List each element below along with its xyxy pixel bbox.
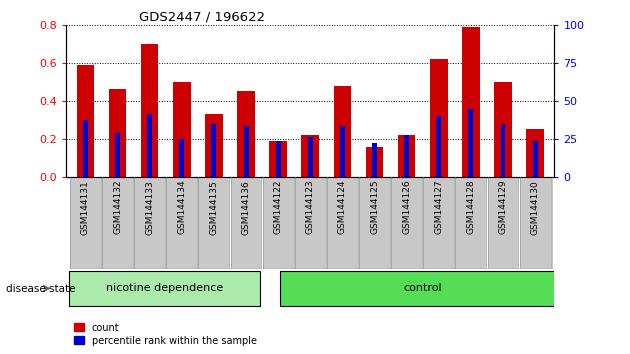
Bar (494, 82, 512, 177)
Bar (520, 177, 551, 269)
Bar (301, 135, 319, 177)
Bar (77, 65, 94, 177)
Bar (295, 177, 326, 269)
Bar (212, 124, 216, 177)
Text: GSM144126: GSM144126 (402, 180, 411, 234)
Text: GSM144130: GSM144130 (530, 180, 540, 234)
Text: GSM144124: GSM144124 (338, 180, 347, 234)
Bar (437, 116, 441, 177)
Text: GSM144127: GSM144127 (434, 180, 444, 234)
Bar (359, 177, 390, 269)
Bar (455, 177, 486, 269)
Bar (280, 271, 566, 306)
Bar (102, 177, 133, 269)
Text: GSM144131: GSM144131 (81, 180, 90, 234)
Bar (526, 130, 544, 177)
Text: GSM144135: GSM144135 (209, 180, 219, 234)
Bar (391, 177, 422, 269)
Legend: count, percentile rank within the sample: count, percentile rank within the sample (74, 323, 256, 346)
Text: GSM144129: GSM144129 (498, 180, 508, 234)
Bar (404, 135, 409, 177)
Bar (340, 126, 345, 177)
Bar (398, 135, 415, 177)
Text: nicotine dependence: nicotine dependence (106, 283, 224, 293)
Bar (532, 141, 537, 177)
Bar (462, 27, 479, 177)
Bar (83, 120, 88, 177)
Bar (69, 271, 260, 306)
Text: control: control (403, 283, 442, 293)
Bar (500, 124, 505, 177)
Text: GSM144123: GSM144123 (306, 180, 315, 234)
Bar (372, 143, 377, 177)
Bar (430, 59, 447, 177)
Bar (469, 108, 473, 177)
Text: GSM144134: GSM144134 (177, 180, 186, 234)
Bar (166, 177, 197, 269)
Text: GSM144122: GSM144122 (273, 180, 283, 234)
Bar (244, 126, 248, 177)
Bar (269, 141, 287, 177)
Bar (70, 177, 101, 269)
Bar (238, 91, 255, 177)
Bar (180, 139, 184, 177)
Bar (365, 147, 383, 177)
Bar (134, 177, 165, 269)
Bar (263, 177, 294, 269)
Bar (333, 86, 352, 177)
Bar (231, 177, 261, 269)
Bar (327, 177, 358, 269)
Bar (205, 114, 223, 177)
Bar (488, 177, 518, 269)
Text: GDS2447 / 196622: GDS2447 / 196622 (139, 11, 265, 24)
Bar (308, 137, 312, 177)
Text: GSM144125: GSM144125 (370, 180, 379, 234)
Text: disease state: disease state (6, 284, 76, 293)
Bar (423, 177, 454, 269)
Bar (198, 177, 229, 269)
Bar (141, 44, 159, 177)
Text: GSM144136: GSM144136 (241, 180, 251, 234)
Bar (115, 133, 120, 177)
Text: GSM144132: GSM144132 (113, 180, 122, 234)
Bar (147, 114, 152, 177)
Bar (173, 82, 191, 177)
Bar (109, 90, 127, 177)
Text: GSM144133: GSM144133 (145, 180, 154, 234)
Text: GSM144128: GSM144128 (466, 180, 476, 234)
Bar (276, 141, 280, 177)
